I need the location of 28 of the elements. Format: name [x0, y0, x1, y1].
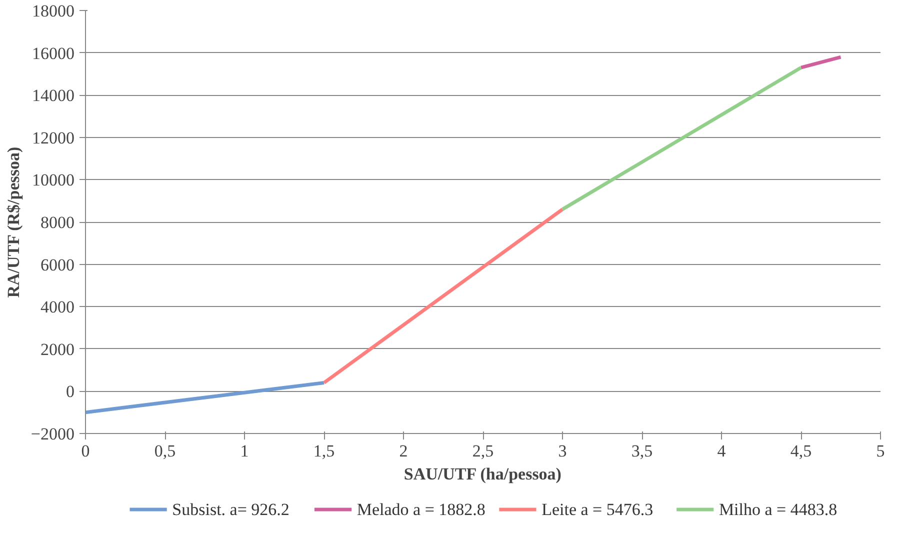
y-tick-label: 14000: [32, 86, 74, 106]
x-tick-label: 2: [399, 442, 408, 460]
y-tick-label: 8000: [40, 213, 74, 232]
legend-label: Subsist. a= 926.2: [172, 500, 290, 519]
x-tick-label: 1,5: [313, 442, 335, 460]
x-tick-label: 4: [717, 442, 726, 460]
legend-label: Melado a = 1882.8: [356, 500, 486, 519]
x-tick-label: 3,5: [631, 442, 653, 460]
y-tick-label: 4000: [40, 298, 74, 317]
x-tick-label: 0,5: [154, 442, 176, 460]
y-tick-label: 18000: [32, 2, 74, 20]
x-tick-label: 5: [876, 442, 885, 460]
y-tick-label: 16000: [32, 44, 74, 63]
legend-label: Leite a = 5476.3: [542, 500, 654, 519]
x-tick-label: 0: [81, 442, 90, 460]
y-tick-label: −2000: [30, 424, 75, 444]
x-axis-title: SAU/UTF (ha/pessoa): [404, 464, 562, 484]
y-tick-label: 12000: [32, 128, 74, 148]
x-tick-label: 3: [558, 442, 567, 460]
y-tick-label: 0: [66, 382, 74, 402]
y-axis-title: RA/UTF (R$/pessoa): [4, 146, 23, 298]
legend-label: Milho a = 4483.8: [718, 500, 838, 519]
x-tick-label: 4,5: [790, 442, 812, 460]
y-tick-label: 6000: [40, 255, 74, 274]
x-tick-label: 1: [240, 442, 249, 460]
x-tick-label: 2,5: [472, 442, 494, 460]
y-tick-label: 2000: [40, 340, 74, 359]
y-tick-label: 10000: [32, 170, 74, 190]
